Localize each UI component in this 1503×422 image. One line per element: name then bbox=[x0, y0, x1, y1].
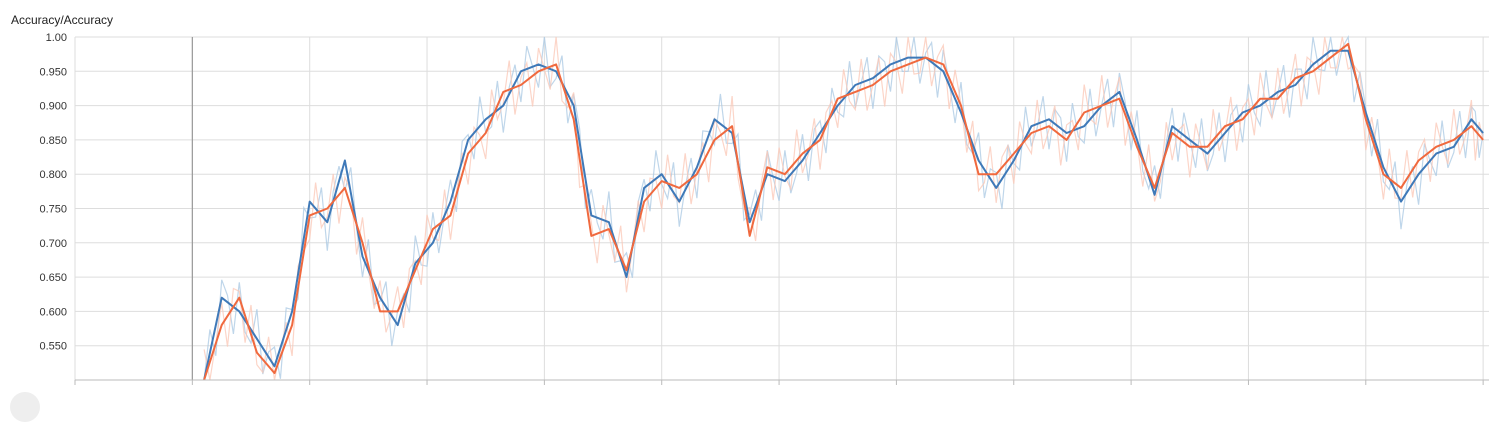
series-line-2[interactable] bbox=[203, 42, 1484, 381]
y-tick-label: 0.800 bbox=[39, 169, 67, 181]
y-tick-label: 1.00 bbox=[46, 32, 67, 44]
raw-series-line-1 bbox=[203, 34, 1484, 381]
y-tick-label: 0.550 bbox=[39, 341, 67, 353]
y-tick-label: 0.700 bbox=[39, 238, 67, 250]
y-tick-label: 0.900 bbox=[39, 101, 67, 113]
fit-domain-button[interactable] bbox=[10, 392, 40, 422]
axis-layer bbox=[74, 37, 1489, 385]
y-tick-label: 0.600 bbox=[39, 306, 67, 318]
y-tick-labels: 1.00 0.950 0.900 0.850 0.800 0.750 0.700 0.650 0… bbox=[39, 32, 67, 353]
chart-title: Accuracy/Accuracy bbox=[11, 13, 114, 27]
y-tick-label: 0.950 bbox=[39, 66, 67, 78]
y-tick-label: 0.850 bbox=[39, 135, 67, 147]
y-tick-label: 0.650 bbox=[39, 272, 67, 284]
y-tick-label: 0.750 bbox=[39, 204, 67, 216]
line-chart[interactable]: 1.00 0.950 0.900 0.850 0.800 0.750 0.700 0.650 0… bbox=[0, 0, 1503, 400]
smoothed-lines-layer bbox=[203, 42, 1484, 381]
